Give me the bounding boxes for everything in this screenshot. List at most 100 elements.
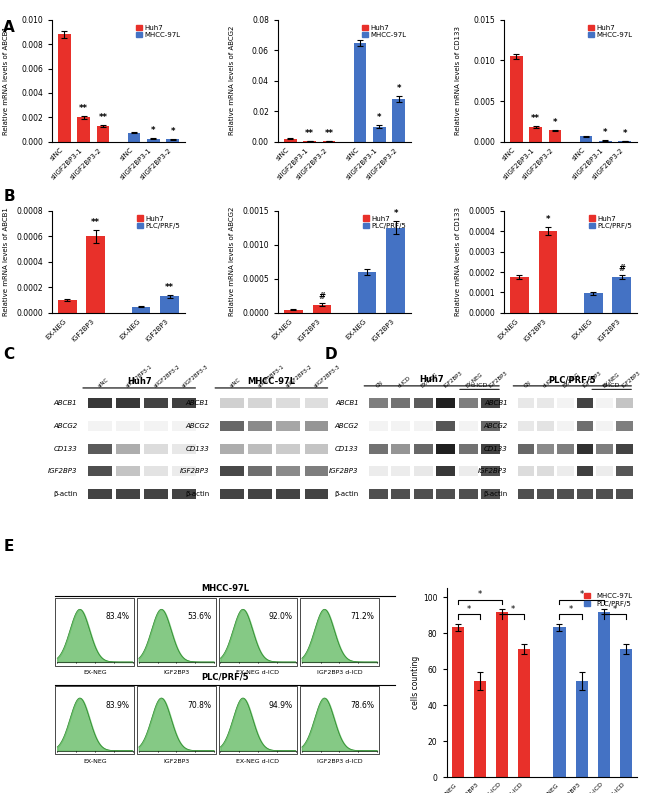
Bar	[414, 466, 433, 477]
Text: IGF2BP3: IGF2BP3	[48, 469, 77, 474]
Bar	[459, 398, 478, 408]
Bar	[116, 466, 140, 477]
Text: PLC/PRF/5: PLC/PRF/5	[202, 672, 249, 682]
Text: 70.8%: 70.8%	[187, 701, 211, 710]
Bar	[538, 398, 554, 408]
Text: C: C	[3, 347, 14, 362]
Bar	[172, 398, 196, 408]
Bar	[369, 443, 387, 454]
Text: ABCB1: ABCB1	[54, 400, 77, 406]
Text: 53.6%: 53.6%	[187, 612, 211, 621]
Text: siIGF2BP3-3: siIGF2BP3-3	[313, 364, 341, 389]
Legend: Huh7, MHCC-97L: Huh7, MHCC-97L	[135, 23, 181, 40]
Bar	[510, 56, 523, 142]
Text: siNC: siNC	[229, 377, 241, 389]
Text: *: *	[580, 591, 584, 600]
Text: *: *	[613, 605, 617, 614]
Text: EX-NEG d-ICD: EX-NEG d-ICD	[237, 759, 280, 764]
Text: 94.9%: 94.9%	[268, 701, 292, 710]
Bar	[144, 420, 168, 431]
Bar	[369, 420, 387, 431]
Text: *: *	[552, 117, 557, 127]
Text: *: *	[545, 216, 550, 224]
Text: **: **	[99, 113, 107, 121]
Bar	[305, 489, 328, 500]
Text: #: #	[318, 292, 325, 301]
Bar	[88, 420, 112, 431]
Bar	[137, 598, 216, 666]
Bar	[276, 443, 300, 454]
Text: *: *	[467, 605, 471, 614]
Bar	[220, 466, 244, 477]
Text: #: #	[618, 263, 625, 273]
Text: EX-NEG: EX-NEG	[83, 670, 107, 676]
Bar	[538, 489, 554, 500]
Bar	[557, 489, 573, 500]
Bar	[305, 443, 328, 454]
Bar	[116, 489, 140, 500]
Bar	[144, 489, 168, 500]
Bar	[436, 398, 455, 408]
Text: IGF2BP3: IGF2BP3	[180, 469, 209, 474]
Text: *: *	[377, 113, 382, 122]
Bar	[248, 443, 272, 454]
Text: EX-NEG: EX-NEG	[420, 372, 439, 389]
Text: EX-NEG: EX-NEG	[562, 372, 581, 389]
Bar	[147, 139, 159, 142]
Legend: Huh7, PLC/PRF/5: Huh7, PLC/PRF/5	[361, 214, 408, 231]
Text: ABCG2: ABCG2	[484, 423, 508, 429]
Bar	[305, 466, 328, 477]
Bar	[77, 117, 90, 142]
Text: CD133: CD133	[335, 446, 359, 451]
Bar	[393, 99, 405, 142]
Legend: Huh7, PLC/PRF/5: Huh7, PLC/PRF/5	[588, 214, 634, 231]
Text: **: **	[324, 129, 333, 138]
Bar	[55, 598, 135, 666]
Text: **: **	[79, 104, 88, 113]
Text: E: E	[3, 539, 14, 554]
Bar	[577, 489, 593, 500]
Bar	[305, 420, 328, 431]
Bar	[597, 466, 613, 477]
Bar	[616, 398, 632, 408]
Text: *: *	[603, 128, 608, 137]
Bar	[369, 489, 387, 500]
Text: IGF2BP3: IGF2BP3	[163, 670, 190, 676]
Bar	[530, 127, 542, 142]
Bar	[616, 466, 632, 477]
Text: siIGF2BP3-3: siIGF2BP3-3	[181, 364, 209, 389]
Text: EX-NEG: EX-NEG	[83, 759, 107, 764]
Bar	[358, 272, 376, 313]
Text: CN: CN	[523, 380, 532, 389]
Bar	[612, 277, 631, 313]
Bar	[414, 443, 433, 454]
Text: *: *	[393, 209, 398, 218]
Bar	[144, 466, 168, 477]
Legend: MHCC-97L, PLC/PRF/5: MHCC-97L, PLC/PRF/5	[583, 592, 634, 608]
Text: IGF2BP3 d-ICD: IGF2BP3 d-ICD	[317, 670, 362, 676]
Bar	[436, 466, 455, 477]
Bar	[220, 443, 244, 454]
Text: **: **	[91, 218, 100, 228]
Text: β-actin: β-actin	[484, 491, 508, 497]
Text: d-ICD: d-ICD	[398, 375, 412, 389]
Bar	[86, 236, 105, 313]
Text: ABCB1: ABCB1	[186, 400, 209, 406]
Text: CN: CN	[375, 380, 384, 389]
Bar	[248, 420, 272, 431]
Bar	[517, 398, 534, 408]
Bar	[144, 443, 168, 454]
Bar	[88, 466, 112, 477]
Bar	[369, 398, 387, 408]
Bar	[97, 126, 109, 142]
Bar	[459, 420, 478, 431]
Text: Huh7: Huh7	[127, 377, 151, 386]
Text: siIGF2BP3-2: siIGF2BP3-2	[285, 364, 313, 389]
Bar	[276, 420, 300, 431]
Bar	[220, 398, 244, 408]
Y-axis label: Relative mRNA levels of ABCG2: Relative mRNA levels of ABCG2	[229, 207, 235, 316]
Y-axis label: Relative mRNA levels of CD133: Relative mRNA levels of CD133	[456, 26, 462, 136]
Text: CD133: CD133	[53, 446, 77, 451]
Bar	[116, 420, 140, 431]
Bar	[284, 309, 302, 313]
